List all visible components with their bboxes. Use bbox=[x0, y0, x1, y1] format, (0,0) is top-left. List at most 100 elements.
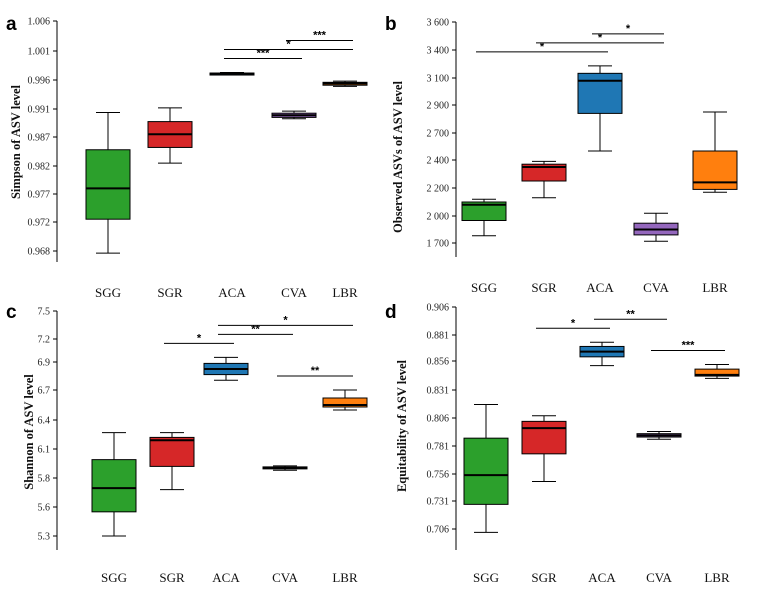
x-category-label: LBR bbox=[704, 570, 730, 585]
y-tick-label: 0.982 bbox=[28, 162, 51, 173]
x-category-label: ACA bbox=[586, 280, 614, 295]
box-rect bbox=[463, 437, 509, 505]
significance-bracket: *** bbox=[286, 29, 353, 41]
panel-b: b 1 700 2 000 2 200 2 400 2 700 2 900 3 100 3 40… bbox=[385, 14, 738, 295]
y-tick-label: 0.706 bbox=[427, 525, 450, 536]
significance-label: * bbox=[540, 41, 545, 53]
significance-label: * bbox=[286, 38, 291, 50]
box-SGG bbox=[91, 432, 137, 537]
y-tick-label: 0.972 bbox=[28, 218, 51, 229]
y-tick-label: 6.1 bbox=[38, 445, 51, 456]
x-category-label: SGG bbox=[101, 570, 127, 585]
box-rect bbox=[521, 163, 567, 182]
box-SGG bbox=[85, 112, 131, 254]
y-tick-label: 0.731 bbox=[427, 497, 450, 508]
y-tick-label: 0.996 bbox=[28, 76, 51, 87]
x-category-label: SGR bbox=[531, 280, 557, 295]
box-rect bbox=[85, 149, 131, 220]
x-category-label: SGR bbox=[157, 285, 183, 300]
x-category-label: SGR bbox=[159, 570, 185, 585]
y-tick-label: 0.977 bbox=[28, 190, 51, 201]
y-tick-label: 0.806 bbox=[427, 414, 450, 425]
y-tick-label: 1.006 bbox=[28, 17, 51, 28]
box-CVA bbox=[271, 110, 317, 120]
significance-label: *** bbox=[313, 29, 327, 41]
y-tick-label: 0.881 bbox=[427, 331, 450, 342]
x-category-label: LBR bbox=[702, 280, 728, 295]
box-SGR bbox=[521, 160, 567, 199]
box-ACA bbox=[579, 341, 625, 367]
y-tick-label: 3 600 bbox=[427, 18, 450, 29]
x-category-label: CVA bbox=[272, 570, 298, 585]
significance-bracket: * bbox=[476, 41, 608, 53]
y-tick-label: 6.9 bbox=[38, 358, 51, 369]
x-category-label: SGR bbox=[531, 570, 557, 585]
y-tick-label: 0.968 bbox=[28, 247, 51, 258]
box-rect bbox=[91, 459, 137, 513]
significance-bracket: * bbox=[224, 38, 353, 50]
y-tick-label: 0.756 bbox=[427, 470, 450, 481]
significance-bracket: * bbox=[218, 314, 353, 326]
box-CVA bbox=[633, 212, 679, 242]
box-CVA bbox=[262, 465, 308, 471]
x-category-label: LBR bbox=[332, 570, 358, 585]
box-SGR bbox=[521, 415, 567, 483]
box-LBR bbox=[322, 80, 368, 87]
y-tick-label: 3 100 bbox=[427, 74, 450, 85]
x-category-label: CVA bbox=[281, 285, 307, 300]
y-tick-label: 1 700 bbox=[427, 239, 450, 250]
significance-label: ** bbox=[311, 365, 320, 377]
box-LBR bbox=[322, 389, 368, 411]
box-rect bbox=[149, 436, 195, 467]
significance-bracket: * bbox=[592, 23, 664, 35]
x-category-label: SGG bbox=[471, 280, 497, 295]
y-tick-label: 0.831 bbox=[427, 386, 450, 397]
significance-label: * bbox=[626, 23, 631, 35]
x-category-label: LBR bbox=[332, 285, 358, 300]
y-tick-label: 1.001 bbox=[28, 47, 51, 58]
box-ACA bbox=[203, 356, 249, 381]
y-tick-label: 2 000 bbox=[427, 212, 450, 223]
y-axis-label: Shannon of ASV level bbox=[22, 374, 36, 490]
panel-c: c 5.3 5.6 5.8 6.1 6.4 6.7 6.9 7.2 7.5 Shannon of A… bbox=[6, 302, 368, 585]
panel-d: d 0.706 0.731 0.756 0.781 0.806 0.831 0.856 0.88… bbox=[385, 302, 740, 585]
panel-letter: c bbox=[6, 302, 17, 323]
y-tick-label: 0.991 bbox=[28, 105, 51, 116]
y-axis-label: Equitability of ASV level bbox=[395, 359, 409, 492]
box-rect bbox=[461, 201, 507, 221]
box-ACA bbox=[577, 65, 623, 152]
significance-label: ** bbox=[251, 323, 260, 335]
box-rect bbox=[577, 72, 623, 114]
box-CVA bbox=[636, 430, 682, 440]
y-tick-label: 3 400 bbox=[427, 46, 450, 57]
x-category-label: ACA bbox=[212, 570, 240, 585]
box-SGR bbox=[149, 432, 195, 491]
y-tick-label: 0.906 bbox=[427, 303, 450, 314]
box-rect bbox=[692, 150, 738, 190]
significance-bracket: * bbox=[164, 332, 234, 344]
y-tick-label: 7.2 bbox=[38, 335, 51, 346]
x-category-label: CVA bbox=[646, 570, 672, 585]
x-category-label: ACA bbox=[588, 570, 616, 585]
panel-letter: b bbox=[385, 14, 397, 35]
significance-bracket: ** bbox=[277, 365, 353, 377]
y-axis-label: Observed ASVs of ASV level bbox=[391, 81, 405, 233]
significance-label: * bbox=[598, 32, 603, 44]
significance-label: *** bbox=[682, 339, 696, 351]
significance-bracket: ** bbox=[218, 323, 293, 335]
significance-bracket: * bbox=[536, 317, 610, 329]
y-tick-label: 0.781 bbox=[427, 442, 450, 453]
significance-label: * bbox=[197, 332, 202, 344]
x-category-label: ACA bbox=[218, 285, 246, 300]
y-tick-label: 6.4 bbox=[38, 416, 51, 427]
box-rect bbox=[521, 420, 567, 455]
y-tick-label: 2 200 bbox=[427, 184, 450, 195]
y-tick-label: 2 400 bbox=[427, 156, 450, 167]
panel-a: a 0.968 0.972 0.977 0.982 0.987 0.991 0.996 1.00… bbox=[6, 14, 368, 300]
y-tick-label: 6.7 bbox=[38, 386, 51, 397]
panel-letter: a bbox=[6, 14, 17, 35]
significance-label: ** bbox=[626, 308, 635, 320]
y-tick-label: 0.987 bbox=[28, 133, 51, 144]
box-ACA bbox=[209, 71, 255, 76]
box-SGG bbox=[461, 198, 507, 237]
